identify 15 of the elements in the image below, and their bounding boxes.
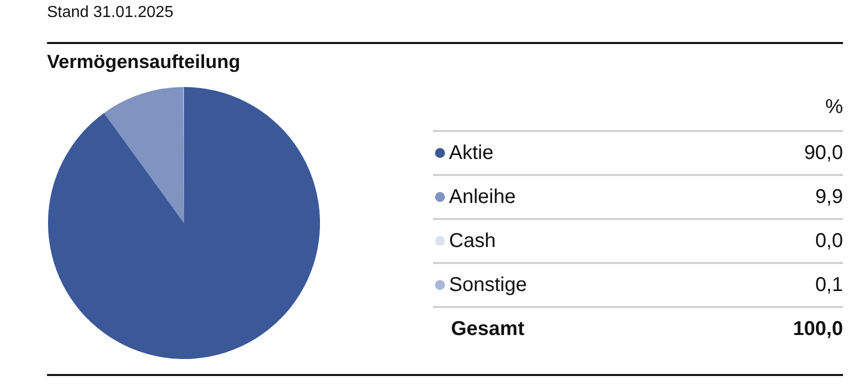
chart-title: Vermögensaufteilung (47, 52, 240, 74)
data-label: 0,1 (815, 274, 843, 296)
text: Stand 31.01.2025 (47, 4, 174, 22)
legend-label: Aktie (449, 142, 494, 164)
pie-slice (104, 87, 184, 223)
text: 0,0 (815, 230, 843, 252)
text: 100,0 (792, 318, 843, 340)
pie-slice (48, 87, 320, 359)
legend-label: Anleihe (449, 186, 516, 208)
text: Gesamt (451, 318, 524, 340)
legend-label: Cash (449, 230, 496, 252)
legend-title: % (824, 96, 843, 120)
data-label: 9,9 (815, 186, 843, 208)
data-label: 90,0 (804, 142, 843, 164)
legend-label: Sonstige (449, 274, 527, 296)
